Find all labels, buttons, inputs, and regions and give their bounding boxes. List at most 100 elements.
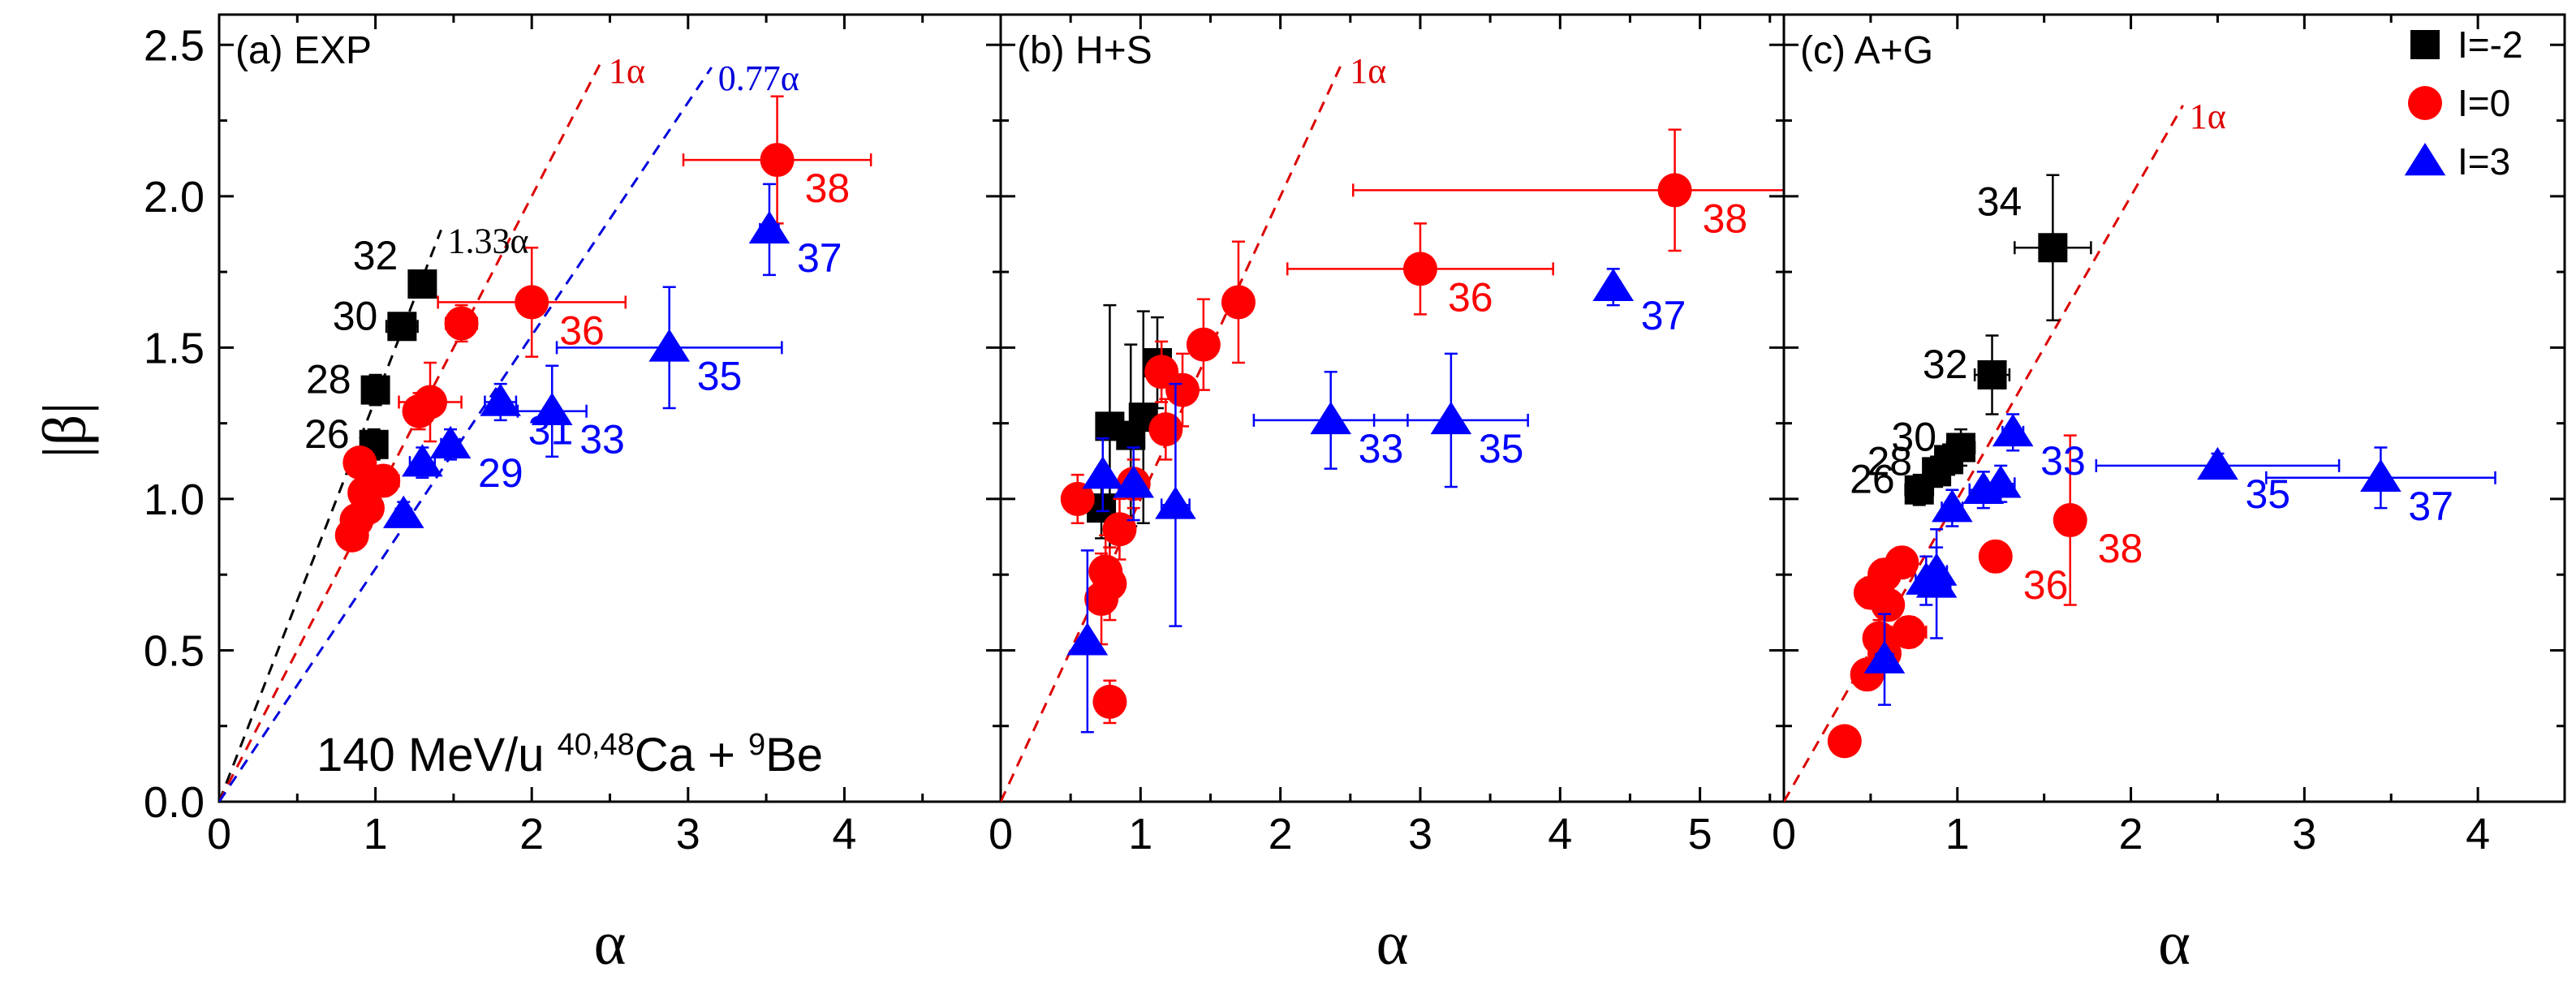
point-label: 26 bbox=[304, 411, 350, 457]
point-label: 34 bbox=[1977, 179, 2022, 224]
data-point bbox=[1827, 724, 1862, 759]
data-point bbox=[516, 364, 588, 458]
marker-Im2 bbox=[1977, 359, 2007, 389]
data-point bbox=[1973, 334, 2011, 415]
x-tick-label: 4 bbox=[2466, 810, 2490, 858]
marker-I3 bbox=[1113, 465, 1155, 498]
x-tick-label: 4 bbox=[1548, 810, 1572, 858]
point-label: 33 bbox=[1359, 426, 1404, 471]
marker-I0 bbox=[1978, 539, 2013, 574]
marker-I3 bbox=[1932, 489, 1973, 523]
plot-root: |β|0.00.51.01.52.02.50 1 2 3 4α(a) EXP1.33α1… bbox=[31, 13, 2566, 978]
point-label: 36 bbox=[1448, 274, 1493, 320]
data-point bbox=[1352, 128, 1784, 252]
marker-I0 bbox=[1092, 684, 1127, 719]
point-label: 36 bbox=[2023, 562, 2069, 608]
reference-line bbox=[219, 59, 604, 802]
legend: I=-2 I=0 I=3 bbox=[2404, 24, 2523, 183]
point-label: 35 bbox=[697, 353, 743, 398]
x-tick-label: 2 bbox=[1269, 810, 1293, 858]
marker-I3 bbox=[1915, 565, 1958, 598]
marker-Im2 bbox=[387, 312, 417, 342]
marker-I0 bbox=[1148, 412, 1183, 447]
reference-line-label: 1α bbox=[609, 51, 645, 91]
x-tick-label: 3 bbox=[676, 810, 700, 858]
data-point bbox=[1252, 370, 1409, 470]
data-point bbox=[1060, 473, 1095, 525]
data-point bbox=[1186, 298, 1221, 391]
data-point bbox=[1082, 437, 1124, 513]
marker-I0 bbox=[1165, 372, 1200, 407]
reference-line-label: 1α bbox=[2190, 97, 2226, 136]
marker-I0 bbox=[2053, 503, 2087, 538]
marker-I3 bbox=[1592, 268, 1635, 302]
data-point bbox=[429, 425, 472, 461]
x-tick-label: 0 bbox=[989, 810, 1013, 858]
data-point bbox=[437, 247, 627, 358]
data-point bbox=[342, 445, 377, 480]
marker-Im2 bbox=[1116, 420, 1146, 450]
marker-I0 bbox=[1891, 615, 1926, 650]
data-point bbox=[1904, 473, 1935, 506]
data-point bbox=[1863, 613, 1906, 706]
legend-label: I=0 bbox=[2458, 82, 2510, 124]
x-tick-label: 5 bbox=[1688, 810, 1712, 858]
legend-label: I=3 bbox=[2458, 140, 2510, 183]
data-point bbox=[360, 373, 390, 407]
point-label: 26 bbox=[1850, 457, 1895, 502]
panel-title: (c) A+G bbox=[1800, 29, 1933, 72]
data-point bbox=[1092, 679, 1127, 725]
x-tick-label: 3 bbox=[1408, 810, 1432, 858]
panel-title: (b) H+S bbox=[1017, 29, 1152, 72]
data-point bbox=[334, 518, 369, 553]
data-point bbox=[1221, 240, 1256, 364]
data-point bbox=[480, 382, 521, 422]
marker-I3 bbox=[480, 383, 521, 416]
marker-Im2 bbox=[360, 375, 390, 405]
annotation-text: Be bbox=[765, 729, 823, 781]
point-label: 33 bbox=[579, 417, 625, 463]
x-tick-label: 4 bbox=[832, 810, 856, 858]
marker-I3 bbox=[1155, 486, 1196, 519]
marker-I3 bbox=[2360, 458, 2402, 493]
data-point bbox=[1871, 587, 1906, 622]
marker-Im2 bbox=[1904, 475, 1934, 505]
marker-I0 bbox=[1060, 481, 1095, 516]
data-point bbox=[2014, 174, 2092, 322]
marker-I0 bbox=[1402, 252, 1437, 286]
marker-I3 bbox=[402, 444, 443, 477]
point-label: 30 bbox=[1891, 415, 1936, 460]
x-tick-label: 0 bbox=[1772, 810, 1796, 858]
data-point bbox=[2265, 446, 2496, 510]
marker-I3 bbox=[1430, 401, 1472, 435]
marker-Im2 bbox=[407, 269, 437, 299]
y-tick-label: 0.0 bbox=[144, 778, 205, 827]
y-tick-label: 2.5 bbox=[144, 21, 205, 70]
reference-line-label: 1α bbox=[1350, 51, 1386, 91]
point-label: 36 bbox=[559, 308, 605, 353]
x-tick-label: 1 bbox=[364, 810, 388, 858]
data-point bbox=[1992, 413, 2034, 452]
data-point bbox=[2095, 446, 2341, 480]
data-point bbox=[402, 444, 443, 480]
data-point bbox=[385, 312, 419, 342]
x-axis-title: α bbox=[2158, 910, 2190, 978]
data-point bbox=[382, 495, 424, 528]
data-point bbox=[1113, 446, 1155, 522]
point-label: 37 bbox=[2408, 484, 2453, 529]
y-tick-label: 1.0 bbox=[144, 475, 205, 524]
marker-I3 bbox=[429, 425, 472, 459]
data-points bbox=[1827, 174, 2496, 759]
reference-line bbox=[1784, 105, 2184, 802]
panel-frame bbox=[1782, 13, 2566, 803]
marker-I3 bbox=[1962, 471, 2005, 504]
point-label: 28 bbox=[306, 357, 351, 402]
data-point bbox=[748, 183, 790, 277]
panel-b: 0 1 2 3 4 5 α (b) H+S 1α 38 36 37 35 33 bbox=[989, 13, 1786, 978]
x-tick-label: 2 bbox=[2119, 810, 2143, 858]
point-label: 32 bbox=[1923, 342, 1968, 387]
point-label: 28 bbox=[1867, 438, 1912, 484]
data-point bbox=[402, 392, 437, 431]
data-point bbox=[1084, 552, 1119, 646]
